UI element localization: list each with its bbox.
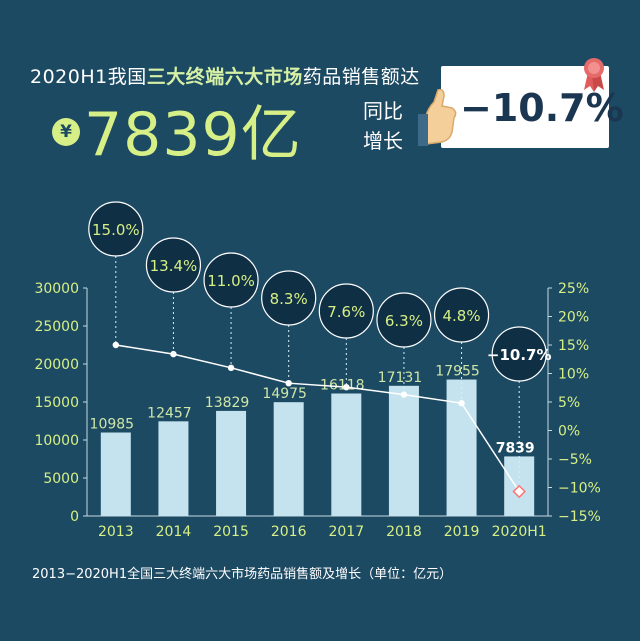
category-label: 2016 xyxy=(271,524,307,540)
growth-label: 8.3% xyxy=(270,290,308,308)
growth-bubble xyxy=(318,283,374,339)
rosette-icon xyxy=(584,58,604,92)
growth-label: 7.6% xyxy=(327,303,365,321)
right-tick-label: 25% xyxy=(558,281,589,297)
headline: 2020H1我国三大终端六大市场药品销售额达 xyxy=(30,62,420,89)
yoy-label-line2: 增长 xyxy=(363,129,403,153)
chart-footnote: 2013−2020H1全国三大终端六大市场药品销售额及增长（单位：亿元） xyxy=(32,567,453,582)
yoy-label: 同比 增长 xyxy=(363,96,423,156)
bar xyxy=(100,432,131,516)
growth-bubble xyxy=(88,201,144,257)
category-label: 2015 xyxy=(213,524,249,540)
category-label: 2018 xyxy=(386,524,422,540)
bar xyxy=(273,402,304,516)
growth-bubble xyxy=(376,292,432,348)
left-tick-label: 0 xyxy=(70,509,79,525)
growth-bubble xyxy=(203,252,259,308)
category-label: 2014 xyxy=(156,524,192,540)
bar xyxy=(331,393,362,516)
left-tick-label: 10000 xyxy=(34,433,79,449)
yoy-label-line1: 同比 xyxy=(363,99,403,123)
bar-value-label: 16118 xyxy=(320,378,365,394)
headline-highlight: 三大终端六大市场 xyxy=(146,66,303,88)
left-tick-label: 30000 xyxy=(34,281,79,297)
bar xyxy=(216,410,247,516)
growth-point xyxy=(512,484,526,499)
growth-bubble xyxy=(145,237,202,293)
growth-point xyxy=(400,391,408,398)
right-tick-label: −10% xyxy=(558,481,601,497)
growth-point xyxy=(343,383,350,391)
bar-value-label: 17955 xyxy=(435,364,480,380)
left-tick-label: 15000 xyxy=(34,395,79,411)
yoy-card xyxy=(441,66,609,148)
bar xyxy=(388,385,419,516)
right-tick-label: 20% xyxy=(558,310,589,326)
growth-point xyxy=(285,379,292,387)
growth-point xyxy=(227,364,235,371)
growth-label: 15.0% xyxy=(92,221,140,239)
left-tick-label: 5000 xyxy=(43,471,79,487)
headline-prefix: 2020H1我国 xyxy=(30,66,147,88)
growth-label: 4.8% xyxy=(443,307,481,325)
growth-bubble xyxy=(491,326,547,382)
bar-value-label: 13829 xyxy=(205,395,250,411)
left-tick-label: 25000 xyxy=(34,319,79,335)
growth-bubble xyxy=(433,287,490,343)
yoy-value: −10.7% xyxy=(460,86,624,130)
growth-point xyxy=(170,350,177,358)
right-tick-label: 15% xyxy=(558,338,589,354)
yuan-icon: ¥ xyxy=(52,118,80,146)
right-tick-label: 10% xyxy=(558,367,589,383)
growth-bubble xyxy=(261,270,317,326)
bar xyxy=(158,421,189,516)
headline-suffix: 药品销售额达 xyxy=(302,66,420,88)
right-tick-label: −5% xyxy=(558,452,592,468)
left-tick-label: 20000 xyxy=(34,357,79,373)
growth-label: 11.0% xyxy=(207,272,255,290)
right-tick-label: 0% xyxy=(558,424,580,440)
total-sales-amount: 7839亿 xyxy=(84,100,302,170)
bar-value-label: 10985 xyxy=(90,417,135,433)
right-tick-label: 5% xyxy=(558,395,580,411)
category-label: 2013 xyxy=(98,524,134,540)
right-tick-label: −15% xyxy=(558,509,601,525)
growth-label: −10.7% xyxy=(487,346,552,364)
thumb-up-icon xyxy=(418,88,457,146)
growth-point xyxy=(112,341,120,349)
category-label: 2020H1 xyxy=(492,524,547,540)
bar-value-label: 7839 xyxy=(496,440,535,456)
growth-line xyxy=(115,344,520,492)
bar-value-label: 14975 xyxy=(262,386,307,402)
category-label: 2017 xyxy=(328,524,364,540)
growth-point xyxy=(458,399,465,407)
bar-value-label: 12457 xyxy=(147,405,192,421)
growth-label: 6.3% xyxy=(385,312,423,330)
growth-label: 13.4% xyxy=(150,257,198,275)
category-label: 2019 xyxy=(444,524,480,540)
bar-value-label: 17131 xyxy=(378,370,423,386)
